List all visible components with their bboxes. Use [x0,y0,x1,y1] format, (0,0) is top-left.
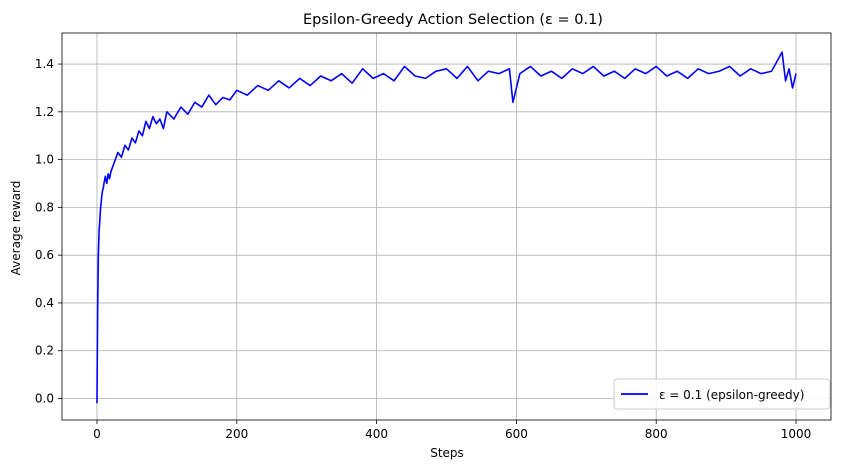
x-tick-label: 600 [505,427,528,441]
y-tick-label: 0.4 [35,296,54,310]
chart-title: Epsilon-Greedy Action Selection (ε = 0.1… [303,12,603,28]
x-axis-label: Steps [430,446,464,460]
y-tick-label: 0.8 [35,200,54,214]
legend-entry-label: ε = 0.1 (epsilon-greedy) [659,388,804,402]
plot-frame [61,32,832,421]
x-tick-label: 1000 [781,427,812,441]
series-line [96,51,797,404]
x-tick-label: 800 [645,427,668,441]
x-tick-label: 400 [365,427,388,441]
legend: ε = 0.1 (epsilon-greedy) [613,378,831,410]
y-tick-label: 0.2 [35,344,54,358]
y-tick-label: 1.4 [35,57,54,71]
y-tick-label: 1.2 [35,105,54,119]
y-tick-label: 1.0 [35,153,54,167]
grid-lines [62,33,831,420]
x-tick-label: 0 [93,427,101,441]
legend-box [613,378,831,410]
y-tick-label: 0.0 [35,392,54,406]
y-axis-label: Average reward [9,181,23,276]
x-tick-label: 200 [225,427,248,441]
axis-ticks: 0 200 400 600 800 1000 0.0 0.2 0.4 0.6 0.8 1.0 1.2 1.… [35,57,811,441]
y-tick-label: 0.6 [35,248,54,262]
series-layer [96,51,797,404]
